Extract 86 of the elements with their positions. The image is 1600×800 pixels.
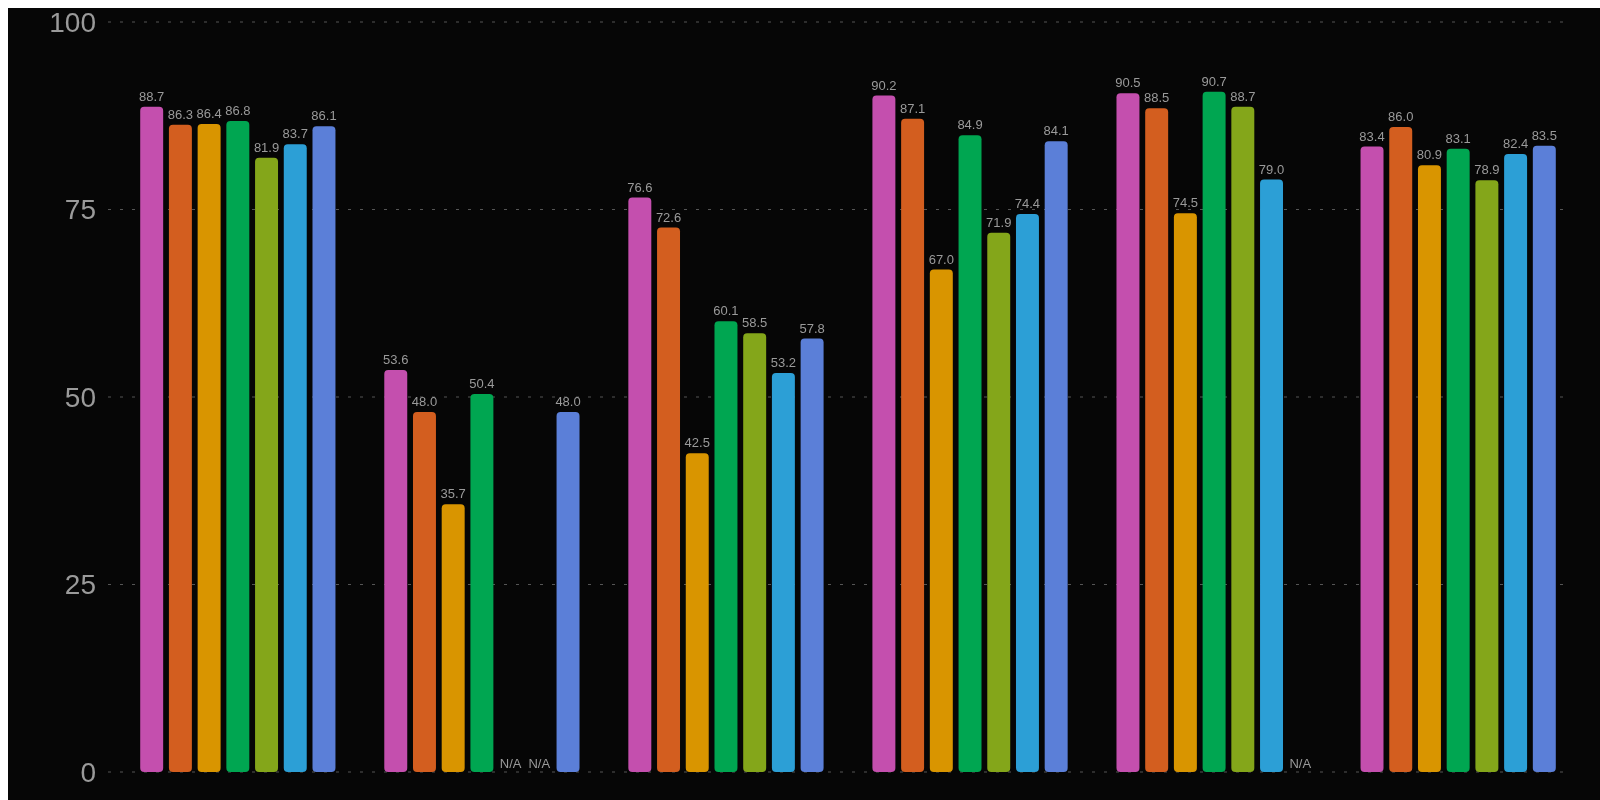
bar <box>1389 127 1413 772</box>
bar <box>412 412 436 772</box>
bar <box>283 144 307 772</box>
data-label: 67.0 <box>928 251 954 267</box>
bar <box>657 227 681 772</box>
data-label: 83.4 <box>1359 128 1385 144</box>
data-label: 42.5 <box>684 435 710 451</box>
data-label: 58.5 <box>742 315 768 331</box>
data-label: 71.9 <box>986 214 1012 230</box>
bar <box>441 504 465 772</box>
bar <box>771 373 795 772</box>
data-label: 53.6 <box>383 352 409 367</box>
data-label: 87.1 <box>899 100 926 116</box>
bar <box>743 333 767 772</box>
bar <box>929 269 953 772</box>
data-label: 81.9 <box>253 139 280 155</box>
y-tick-label: 50 <box>64 381 96 413</box>
bar <box>1417 165 1441 772</box>
bar <box>1202 91 1226 772</box>
text: N/A <box>499 756 522 771</box>
bar <box>958 135 982 772</box>
data-label: 79.0 <box>1258 161 1285 177</box>
bar <box>987 232 1011 772</box>
text: N/A <box>1289 756 1312 771</box>
data-label: 88.7 <box>1230 88 1256 104</box>
bar <box>1173 213 1197 772</box>
text: N/A <box>528 756 551 771</box>
y-tick-label: 25 <box>64 569 96 601</box>
bar <box>384 370 408 772</box>
bar <box>1360 146 1384 772</box>
data-label: 90.2 <box>871 77 897 93</box>
data-label: 88.7 <box>139 88 165 104</box>
y-tick-label: 0 <box>80 756 96 788</box>
bar <box>1015 214 1039 772</box>
data-label: 60.1 <box>713 303 739 319</box>
data-label: 50.4 <box>469 376 495 391</box>
bar <box>470 394 494 772</box>
data-label: 35.7 <box>440 486 466 502</box>
bar <box>1446 148 1470 772</box>
data-label: 53.2 <box>770 355 797 370</box>
bar <box>556 412 580 772</box>
data-label: 86.0 <box>1388 109 1414 124</box>
data-label: 78.9 <box>1474 162 1500 178</box>
data-label: 72.6 <box>655 209 682 225</box>
data-label: 80.9 <box>1416 147 1443 163</box>
data-label: 83.7 <box>282 126 308 142</box>
bar <box>1504 154 1528 772</box>
bar <box>226 121 250 772</box>
bar <box>312 126 336 772</box>
data-label: 90.7 <box>1201 73 1227 89</box>
bar <box>1145 108 1169 772</box>
bar <box>872 95 896 772</box>
bar <box>628 197 652 772</box>
data-label: 86.4 <box>196 106 222 121</box>
data-label: 86.1 <box>311 108 337 124</box>
bar <box>1475 180 1499 772</box>
bar <box>714 321 738 772</box>
data-label: 88.5 <box>1144 90 1170 106</box>
data-label: 76.6 <box>627 179 653 195</box>
data-label: 86.8 <box>225 103 251 118</box>
data-label: 74.4 <box>1014 196 1041 211</box>
data-label: 74.5 <box>1172 195 1199 211</box>
bar <box>685 453 709 772</box>
bar <box>1260 179 1284 772</box>
bar <box>1116 93 1140 772</box>
bar <box>140 106 164 772</box>
bar <box>255 157 279 772</box>
bar <box>168 124 192 772</box>
bar <box>1231 106 1255 772</box>
data-label: 84.1 <box>1043 123 1069 139</box>
data-label: 83.1 <box>1445 130 1471 146</box>
data-label: 48.0 <box>555 394 581 409</box>
data-label: 57.8 <box>799 320 825 336</box>
data-label: 86.3 <box>167 106 194 122</box>
bar <box>901 118 925 772</box>
bar <box>800 338 824 772</box>
bar <box>197 124 221 772</box>
data-label: 48.0 <box>411 394 438 409</box>
y-tick-label: 100 <box>49 6 96 38</box>
data-label: 83.5 <box>1531 127 1557 143</box>
y-tick-label: 75 <box>64 194 96 226</box>
bar <box>1532 145 1556 772</box>
data-label: 82.4 <box>1502 136 1529 151</box>
data-label: 84.9 <box>957 117 983 133</box>
bar <box>1044 141 1068 772</box>
data-label: 90.5 <box>1115 75 1141 91</box>
